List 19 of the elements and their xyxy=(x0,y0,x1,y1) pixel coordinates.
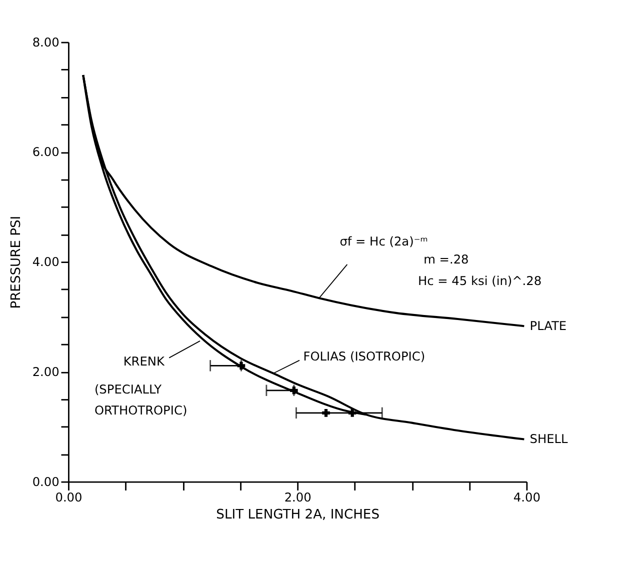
annotation: FOLIAS (ISOTROPIC) xyxy=(303,349,426,364)
annotation: m =.28 xyxy=(424,252,469,267)
y-tick-label: 0.00 xyxy=(32,474,60,489)
annotation: σf = Hc (2a)⁻ᵐ xyxy=(340,234,428,249)
x-tick-label: 2.00 xyxy=(284,490,312,505)
y-tick-label: 2.00 xyxy=(32,364,60,379)
y-tick-label: 8.00 xyxy=(32,35,60,50)
annotation: (SPECIALLY xyxy=(94,382,162,397)
annotation: KRENK xyxy=(123,354,166,368)
series-label: SHELL xyxy=(530,432,568,446)
y-axis-title: PRESSURE PSI xyxy=(9,216,24,309)
annotation: ORTHOTROPIC) xyxy=(94,403,188,418)
x-axis-title: SLIT LENGTH 2A, INCHES xyxy=(216,508,380,523)
series-label: PLATE xyxy=(530,318,567,333)
x-tick-label: 0.00 xyxy=(55,490,82,505)
y-tick-label: 6.00 xyxy=(32,145,60,160)
x-tick-label: 4.00 xyxy=(513,490,540,505)
y-tick-label: 4.00 xyxy=(32,255,60,270)
annotation: Hc = 45 ksi (in)^.28 xyxy=(418,274,542,288)
